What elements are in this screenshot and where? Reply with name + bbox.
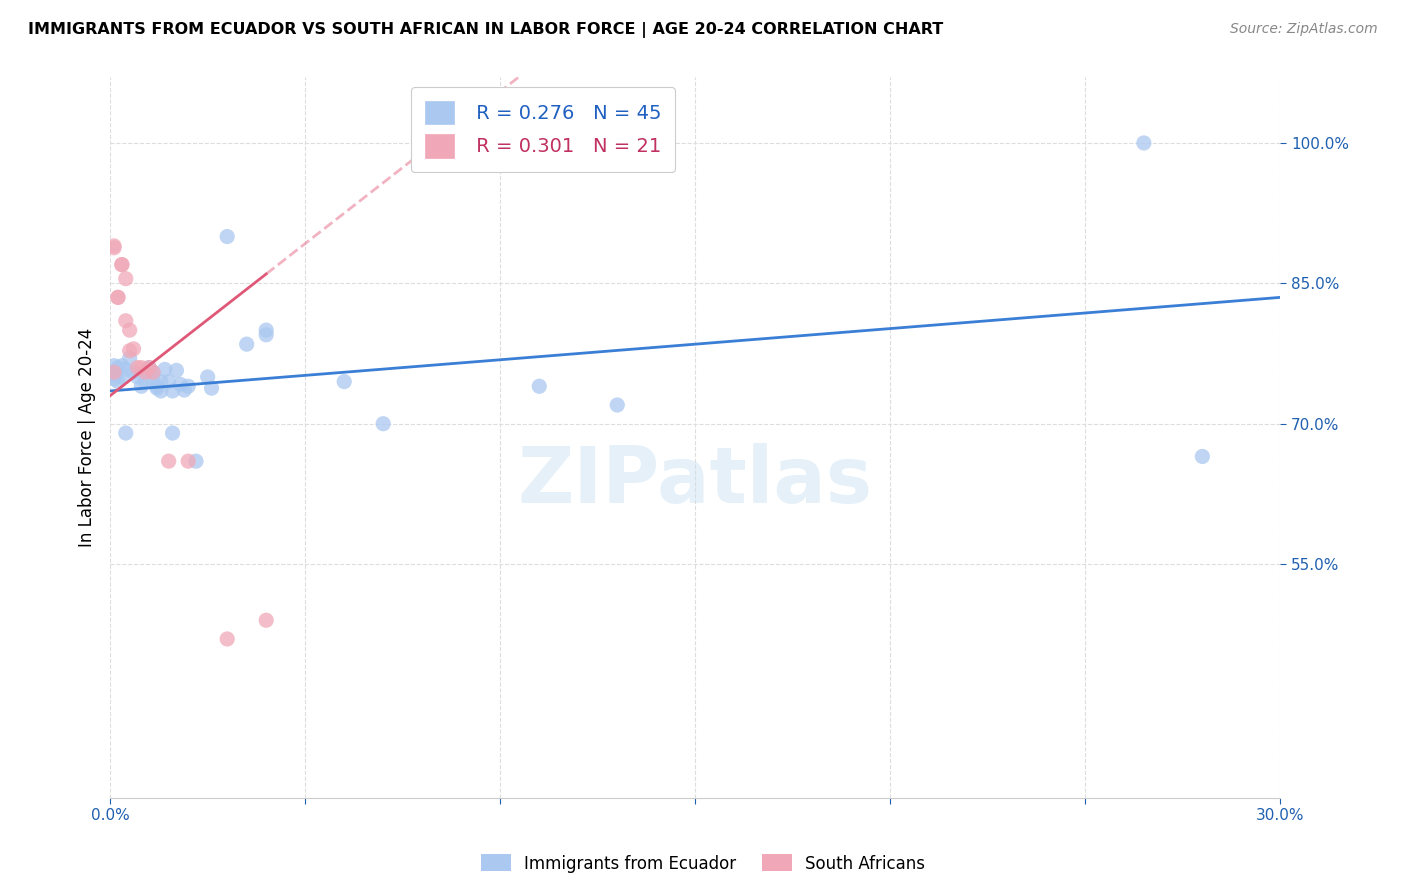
Text: IMMIGRANTS FROM ECUADOR VS SOUTH AFRICAN IN LABOR FORCE | AGE 20-24 CORRELATION : IMMIGRANTS FROM ECUADOR VS SOUTH AFRICAN… — [28, 22, 943, 38]
Point — [146, 381, 169, 395]
Legend:  R = 0.276   N = 45,  R = 0.301   N = 21: R = 0.276 N = 45, R = 0.301 N = 21 — [412, 87, 675, 171]
Point — [107, 290, 129, 304]
Point — [1133, 136, 1156, 150]
Point — [131, 379, 153, 393]
Point — [333, 375, 356, 389]
Point — [103, 239, 125, 253]
Point — [217, 632, 239, 646]
Point — [142, 372, 165, 386]
Point — [166, 363, 188, 377]
Point — [149, 384, 172, 398]
Point — [122, 365, 145, 379]
Point — [162, 426, 184, 441]
Point — [114, 271, 136, 285]
Point — [118, 351, 141, 366]
Point — [127, 360, 149, 375]
Point — [107, 375, 129, 389]
Point — [138, 362, 160, 376]
Point — [157, 375, 180, 389]
Point — [103, 365, 125, 379]
Point — [111, 258, 134, 272]
Point — [235, 337, 257, 351]
Point — [118, 323, 141, 337]
Point — [254, 323, 277, 337]
Point — [114, 426, 136, 441]
Point — [127, 370, 149, 384]
Point — [103, 372, 125, 386]
Point — [177, 454, 200, 468]
Point — [162, 384, 184, 398]
Point — [107, 362, 129, 376]
Point — [529, 379, 551, 393]
Point — [146, 379, 169, 393]
Point — [200, 381, 222, 395]
Text: ZIPatlas: ZIPatlas — [517, 443, 873, 519]
Point — [254, 327, 277, 342]
Point — [111, 359, 134, 373]
Point — [114, 362, 136, 376]
Point — [254, 613, 277, 627]
Point — [103, 365, 125, 379]
Point — [177, 379, 200, 393]
Point — [142, 365, 165, 379]
Point — [373, 417, 395, 431]
Point — [149, 375, 172, 389]
Point — [217, 229, 239, 244]
Point — [169, 377, 191, 392]
Point — [103, 359, 125, 373]
Point — [153, 362, 176, 376]
Point — [107, 360, 129, 375]
Point — [114, 314, 136, 328]
Point — [111, 370, 134, 384]
Point — [103, 241, 125, 255]
Point — [122, 342, 145, 356]
Point — [606, 398, 628, 412]
Point — [184, 454, 207, 468]
Point — [1191, 450, 1213, 464]
Point — [111, 258, 134, 272]
Point — [173, 383, 195, 397]
Point — [138, 360, 160, 375]
Point — [138, 360, 160, 375]
Point — [142, 365, 165, 379]
Point — [131, 360, 153, 375]
Legend: Immigrants from Ecuador, South Africans: Immigrants from Ecuador, South Africans — [474, 847, 932, 880]
Text: Source: ZipAtlas.com: Source: ZipAtlas.com — [1230, 22, 1378, 37]
Point — [118, 343, 141, 358]
Point — [134, 365, 156, 379]
Point — [134, 375, 156, 389]
Point — [107, 290, 129, 304]
Y-axis label: In Labor Force | Age 20-24: In Labor Force | Age 20-24 — [79, 328, 96, 548]
Point — [103, 368, 125, 382]
Point — [157, 454, 180, 468]
Point — [197, 370, 219, 384]
